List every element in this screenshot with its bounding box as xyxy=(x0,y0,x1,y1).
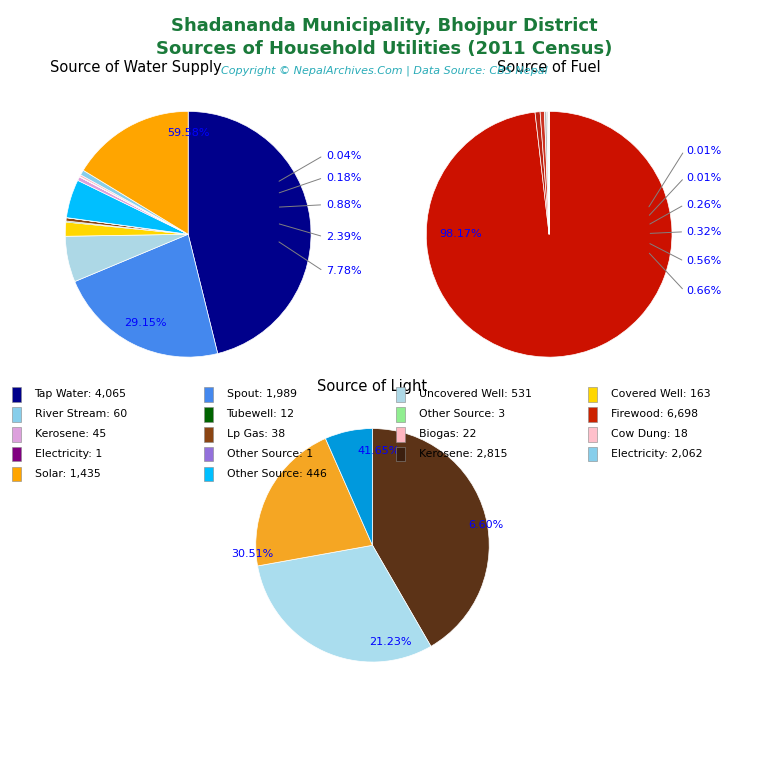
Text: Cow Dung: 18: Cow Dung: 18 xyxy=(611,429,687,439)
Wedge shape xyxy=(547,111,549,234)
Bar xyxy=(396,427,406,442)
Bar xyxy=(396,407,406,422)
Wedge shape xyxy=(80,175,188,234)
Text: Covered Well: 163: Covered Well: 163 xyxy=(611,389,710,399)
Bar xyxy=(204,447,214,462)
Bar xyxy=(12,387,22,402)
Text: Kerosene: 2,815: Kerosene: 2,815 xyxy=(419,449,507,459)
Text: 0.32%: 0.32% xyxy=(687,227,722,237)
Wedge shape xyxy=(80,177,188,234)
Wedge shape xyxy=(66,221,188,234)
Wedge shape xyxy=(545,111,549,234)
Bar xyxy=(396,387,406,402)
Wedge shape xyxy=(83,111,188,234)
Text: Other Source: 446: Other Source: 446 xyxy=(227,469,326,479)
Text: Spout: 1,989: Spout: 1,989 xyxy=(227,389,296,399)
Text: 59.58%: 59.58% xyxy=(167,128,210,138)
Bar xyxy=(588,427,598,442)
Wedge shape xyxy=(66,217,188,234)
Text: Firewood: 6,698: Firewood: 6,698 xyxy=(611,409,697,419)
Text: River Stream: 60: River Stream: 60 xyxy=(35,409,127,419)
Text: Other Source: 3: Other Source: 3 xyxy=(419,409,505,419)
Text: Shadananda Municipality, Bhojpur District: Shadananda Municipality, Bhojpur Distric… xyxy=(170,17,598,35)
Wedge shape xyxy=(540,111,549,234)
Text: Tap Water: 4,065: Tap Water: 4,065 xyxy=(35,389,127,399)
Bar xyxy=(588,407,598,422)
Wedge shape xyxy=(372,429,489,647)
Text: Solar: 1,435: Solar: 1,435 xyxy=(35,469,101,479)
Bar xyxy=(396,447,406,462)
Wedge shape xyxy=(81,170,188,234)
Text: 0.04%: 0.04% xyxy=(326,151,361,161)
Bar xyxy=(588,387,598,402)
Text: Biogas: 22: Biogas: 22 xyxy=(419,429,476,439)
Text: 6.60%: 6.60% xyxy=(468,520,504,530)
Text: Electricity: 2,062: Electricity: 2,062 xyxy=(611,449,702,459)
Text: Uncovered Well: 531: Uncovered Well: 531 xyxy=(419,389,531,399)
Text: Sources of Household Utilities (2011 Census): Sources of Household Utilities (2011 Cen… xyxy=(156,40,612,58)
Text: 41.65%: 41.65% xyxy=(357,446,399,456)
Bar xyxy=(12,467,22,482)
Text: 7.78%: 7.78% xyxy=(326,266,362,276)
Text: 29.15%: 29.15% xyxy=(124,318,167,328)
Bar xyxy=(204,467,214,482)
Text: Other Source: 1: Other Source: 1 xyxy=(227,449,313,459)
Wedge shape xyxy=(256,439,372,566)
Text: 21.23%: 21.23% xyxy=(369,637,411,647)
Wedge shape xyxy=(426,111,672,357)
Text: Copyright © NepalArchives.Com | Data Source: CBS Nepal: Copyright © NepalArchives.Com | Data Sou… xyxy=(220,65,548,76)
Wedge shape xyxy=(66,180,188,234)
Bar xyxy=(204,387,214,402)
Text: 0.66%: 0.66% xyxy=(687,286,722,296)
Bar xyxy=(588,447,598,462)
Text: Electricity: 1: Electricity: 1 xyxy=(35,449,102,459)
Text: Kerosene: 45: Kerosene: 45 xyxy=(35,429,106,439)
Text: Tubewell: 12: Tubewell: 12 xyxy=(227,409,295,419)
Bar xyxy=(204,407,214,422)
Wedge shape xyxy=(65,222,188,237)
Wedge shape xyxy=(257,545,431,662)
Text: 0.88%: 0.88% xyxy=(326,200,361,210)
Bar xyxy=(12,447,22,462)
Wedge shape xyxy=(66,217,188,234)
Text: 0.26%: 0.26% xyxy=(687,200,722,210)
Wedge shape xyxy=(78,177,188,234)
Text: 0.01%: 0.01% xyxy=(687,146,722,156)
Wedge shape xyxy=(326,429,372,545)
Text: Lp Gas: 38: Lp Gas: 38 xyxy=(227,429,285,439)
Title: Source of Fuel: Source of Fuel xyxy=(498,61,601,75)
Text: 30.51%: 30.51% xyxy=(231,549,273,559)
Bar xyxy=(204,427,214,442)
Wedge shape xyxy=(80,177,188,234)
Wedge shape xyxy=(188,111,311,353)
Bar xyxy=(12,407,22,422)
Wedge shape xyxy=(65,234,188,282)
Text: 0.18%: 0.18% xyxy=(326,173,361,183)
Title: Source of Light: Source of Light xyxy=(317,379,428,394)
Bar xyxy=(12,427,22,442)
Text: 2.39%: 2.39% xyxy=(326,232,361,242)
Wedge shape xyxy=(74,234,217,357)
Text: Source of Water Supply: Source of Water Supply xyxy=(50,61,222,75)
Text: 0.01%: 0.01% xyxy=(687,173,722,183)
Wedge shape xyxy=(535,111,549,234)
Text: 98.17%: 98.17% xyxy=(439,229,482,240)
Text: 0.56%: 0.56% xyxy=(687,257,722,266)
